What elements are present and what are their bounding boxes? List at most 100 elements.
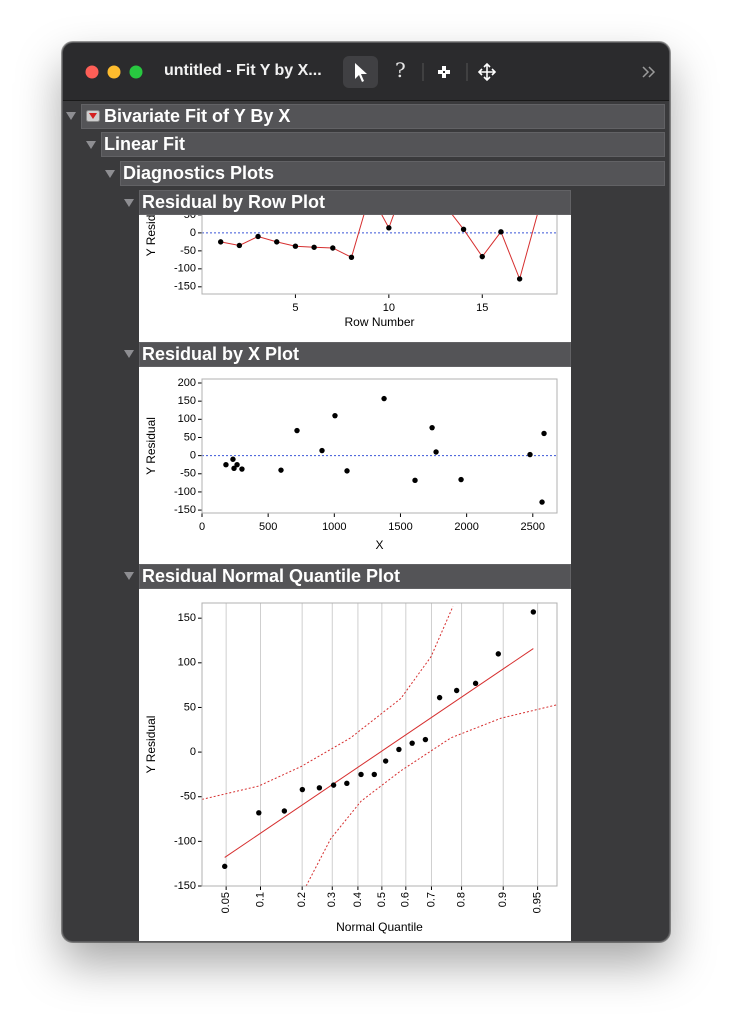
header-text: Bivariate Fit of Y By X bbox=[104, 106, 291, 126]
disclosure-triangle[interactable] bbox=[124, 350, 134, 358]
toolbar-icons bbox=[85, 56, 656, 88]
data-point bbox=[332, 412, 338, 419]
x-tick-label: 0.5 bbox=[376, 892, 388, 907]
data-point bbox=[344, 780, 350, 787]
title-bar: untitled - Fit Y by X... ? bbox=[63, 43, 669, 101]
app-window: untitled - Fit Y by X... ? Bivariate Fit… bbox=[62, 42, 670, 942]
x-tick-label: 2000 bbox=[454, 521, 478, 533]
y-tick-label: -50 bbox=[180, 791, 196, 803]
header-text: Linear Fit bbox=[104, 134, 186, 154]
outline-header: Linear Fit bbox=[101, 132, 665, 157]
data-point bbox=[472, 680, 479, 687]
y-tick-label: -50 bbox=[180, 468, 196, 480]
y-tick-label: -100 bbox=[174, 835, 196, 847]
y-tick-label: -150 bbox=[174, 281, 196, 293]
disclosure-triangle[interactable] bbox=[66, 112, 76, 120]
x-tick-label: 0.3 bbox=[326, 892, 338, 907]
data-point bbox=[299, 786, 306, 793]
header-text: Residual by X Plot bbox=[142, 344, 300, 364]
data-point bbox=[311, 244, 317, 250]
data-point bbox=[429, 424, 435, 431]
data-point bbox=[479, 253, 485, 260]
disclosure-triangle[interactable] bbox=[124, 199, 134, 207]
chart-panel: -150-100-5005010015020051015Row NumberY … bbox=[139, 215, 571, 343]
data-point bbox=[278, 467, 284, 473]
y-tick-label: 0 bbox=[190, 227, 196, 239]
data-point bbox=[292, 243, 299, 249]
crosshair-tool[interactable] bbox=[438, 66, 450, 78]
data-point bbox=[382, 758, 389, 764]
disclosure-triangle[interactable] bbox=[86, 141, 96, 149]
outline-header: Residual by Row Plot bbox=[139, 190, 571, 215]
data-point bbox=[386, 225, 392, 231]
outline-header: Residual Normal Quantile Plot bbox=[139, 564, 571, 589]
zoom-button[interactable] bbox=[129, 65, 143, 79]
confidence-band bbox=[202, 606, 454, 800]
help-tool[interactable]: ? bbox=[395, 58, 406, 82]
x-tick-label: 0.1 bbox=[254, 892, 266, 907]
x-tick-label: 1500 bbox=[388, 521, 412, 533]
y-tick-label: -150 bbox=[174, 504, 196, 516]
x-tick-label: 0.2 bbox=[296, 892, 308, 907]
data-point bbox=[330, 245, 336, 251]
disclosure-triangle[interactable] bbox=[124, 572, 134, 580]
plot-frame bbox=[201, 378, 558, 514]
plot-area bbox=[202, 395, 557, 505]
close-button[interactable] bbox=[85, 65, 99, 79]
disclosure-triangle[interactable] bbox=[105, 170, 115, 178]
data-point bbox=[274, 239, 280, 245]
fit-line bbox=[224, 648, 534, 858]
x-tick-label: 0.7 bbox=[425, 892, 437, 907]
data-point bbox=[458, 476, 464, 483]
data-point bbox=[348, 254, 355, 261]
plot-frame bbox=[201, 602, 558, 887]
header-text: Residual Normal Quantile Plot bbox=[142, 566, 401, 586]
outline-header: Residual by X Plot bbox=[139, 342, 571, 367]
x-tick-label: 0.95 bbox=[531, 892, 543, 913]
y-tick-label: 200 bbox=[178, 377, 196, 389]
series-line bbox=[220, 215, 538, 281]
y-tick-label: 150 bbox=[178, 612, 196, 624]
data-point bbox=[498, 229, 504, 235]
y-tick-label: 0 bbox=[190, 450, 196, 462]
data-point bbox=[495, 651, 502, 657]
x-tick-label: 15 bbox=[476, 302, 488, 314]
data-point bbox=[344, 468, 350, 474]
data-point bbox=[371, 771, 377, 778]
chart-panel: -150 -100 -50 0 50 100 150 200 0 500 1000 1500 2000 2… bbox=[139, 367, 571, 564]
x-tick-label: 0.05 bbox=[220, 892, 232, 913]
x-tick-label: 2500 bbox=[521, 521, 545, 533]
y-tick-label: 0 bbox=[190, 746, 196, 758]
minimize-button[interactable] bbox=[107, 65, 121, 79]
outline-header: Bivariate Fit of Y By X bbox=[81, 104, 665, 129]
data-point bbox=[281, 808, 288, 814]
y-tick-label: 100 bbox=[178, 657, 196, 669]
y-tick-label: 50 bbox=[184, 701, 196, 713]
plot-area bbox=[202, 606, 557, 886]
y-tick-label: 150 bbox=[178, 395, 196, 407]
x-tick-label: 0 bbox=[199, 521, 205, 533]
y-tick-label: -50 bbox=[180, 245, 196, 257]
header-text: Residual by Row Plot bbox=[142, 192, 326, 212]
data-point bbox=[330, 782, 337, 788]
x-tick-label: 0.9 bbox=[497, 892, 509, 907]
data-point bbox=[381, 395, 387, 402]
data-point bbox=[358, 771, 364, 778]
data-point bbox=[316, 785, 323, 791]
arrow-icon bbox=[355, 63, 367, 82]
data-point bbox=[516, 276, 523, 282]
x-tick-label: 10 bbox=[383, 302, 395, 314]
window-title: untitled - Fit Y by X... bbox=[164, 62, 322, 79]
data-point bbox=[433, 449, 439, 455]
y-tick-label: -100 bbox=[174, 486, 196, 498]
move-tool[interactable] bbox=[477, 62, 497, 82]
y-tick-label: -150 bbox=[174, 880, 196, 892]
outline-header: Diagnostics Plots bbox=[120, 161, 665, 186]
x-tick-label: 0.8 bbox=[455, 892, 467, 907]
x-tick-label: 0.6 bbox=[400, 892, 412, 907]
data-point bbox=[234, 462, 240, 468]
overflow-chevron[interactable] bbox=[642, 66, 656, 78]
red-triangle-menu[interactable] bbox=[86, 110, 100, 122]
y-axis-label: Y Residual bbox=[144, 417, 158, 475]
